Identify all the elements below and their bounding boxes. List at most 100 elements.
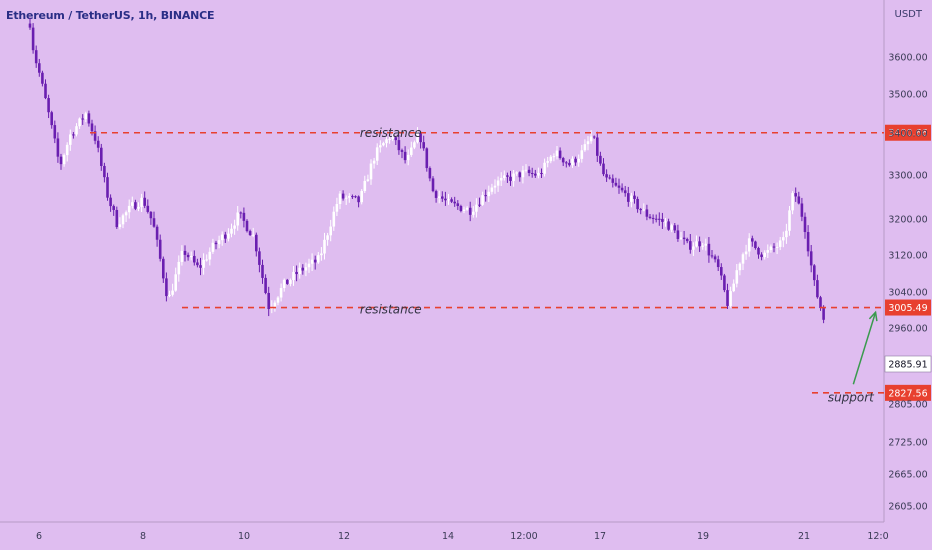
level-price-tag [885,124,931,141]
level-price-label: 3400.66 [888,128,927,139]
candle-body [803,216,807,233]
candle-body [279,288,283,298]
candle-body [171,290,174,295]
y-tick-label: 2805.00 [888,400,927,411]
candle-body [379,145,382,148]
candle-body [112,206,115,210]
candle-body [360,191,363,203]
candle-body [53,125,57,139]
candle-body [623,190,627,194]
candle-body [189,255,193,258]
candle-body [186,254,190,258]
candle-body [137,206,140,209]
y-tick-label: 2665.00 [888,470,927,481]
y-tick-label: 3200.00 [888,215,927,226]
candle-body [692,246,695,250]
candle-body [410,147,413,155]
candle-body [335,204,339,212]
candle-body [310,259,314,264]
candle-body [434,191,438,198]
candle-body [769,246,773,251]
candle-body [366,179,370,181]
candle-body [289,280,292,284]
candle-body [503,175,506,178]
candle-body [726,290,729,306]
candle-body [642,209,646,211]
candle-body [676,230,680,240]
candle-body [59,156,63,165]
candle-body [115,209,119,228]
candle-body [298,267,301,275]
candle-body [146,205,150,212]
candle-body [465,207,469,210]
y-tick-label: 3400.00 [888,129,927,140]
candle-body [524,169,528,171]
candle-body [100,147,103,166]
candle-body [326,235,329,240]
candle-body [540,173,543,175]
candle-body [357,196,360,203]
x-tick-label: 17 [594,531,606,542]
candle-body [180,250,184,262]
candle-body [236,212,239,226]
last-price-tag [884,355,932,373]
candle-body [425,148,429,169]
candle-body [224,234,227,239]
candle-body [633,195,636,199]
candle-body [106,177,109,198]
candle-body [301,267,305,271]
x-tick-label: 14 [442,531,454,542]
candle-body [617,185,621,188]
candle-body [664,221,667,223]
candle-body [143,197,146,206]
candle-body [552,156,556,158]
candle-body [44,83,47,99]
candle-body [127,205,131,213]
candle-body [388,138,391,140]
candle-body [788,210,791,231]
candle-body [84,113,88,120]
candle-body [481,195,484,205]
candle-body [205,259,208,261]
candle-body [475,204,478,212]
candle-body [732,283,735,292]
candle-body [729,291,732,306]
candle-body [806,232,810,252]
candle-body [515,172,518,174]
candle-body [155,226,159,240]
candle-body [602,163,605,175]
candle-body [775,246,779,248]
annotation-label: resistance [360,126,422,140]
candle-body [323,239,326,254]
candle-body [131,202,134,206]
level-price-label: 2827.56 [888,388,927,399]
candle-body [648,216,652,218]
candle-body [382,143,385,146]
annotation-label: resistance [360,303,422,317]
candle-body [738,263,742,271]
candle-body [419,133,422,143]
candle-body [96,140,100,148]
x-tick-label: 8 [140,531,146,542]
candle-body [611,178,615,183]
candle-body [723,275,726,291]
candle-body [397,140,401,151]
candle-body [561,158,565,163]
candle-body [754,241,757,249]
candle-body [34,50,38,64]
candle-body [431,178,435,192]
candle-body [208,251,212,260]
candle-body [124,212,128,216]
candle-body [245,220,249,232]
candle-body [682,237,686,240]
candle-body [577,158,580,163]
candle-body [183,250,187,255]
candle-body [645,209,649,217]
candle-body [304,267,308,271]
candle-body [636,198,639,210]
candle-body [453,201,456,204]
y-tick-label: 2725.00 [888,438,927,449]
candle-body [679,237,683,240]
candle-body [422,142,425,149]
